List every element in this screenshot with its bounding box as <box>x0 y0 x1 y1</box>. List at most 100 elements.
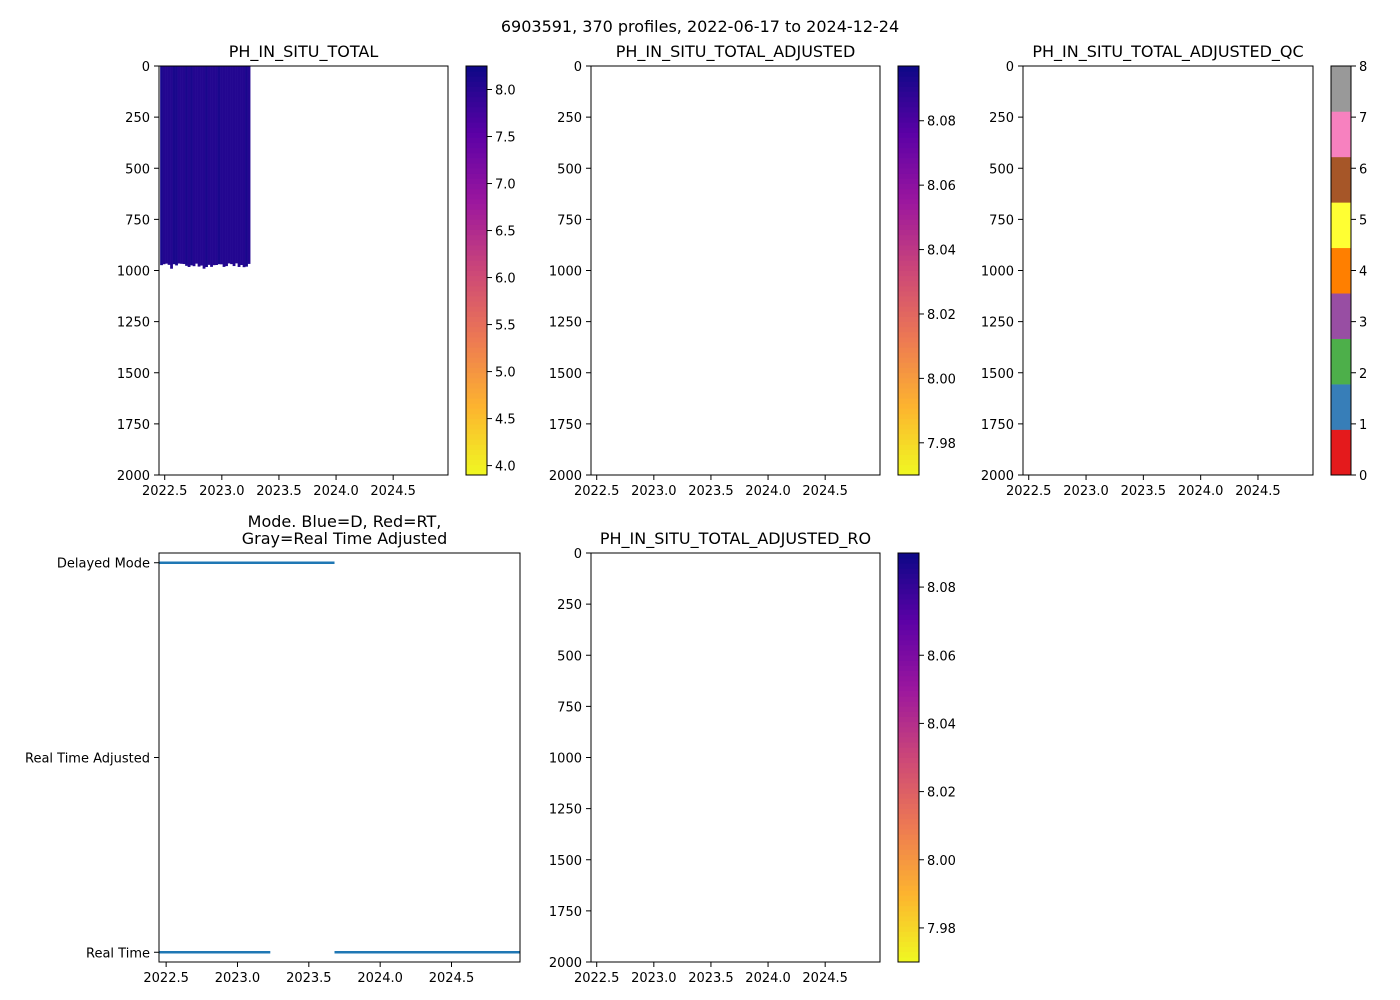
colorbar-gradient-step <box>898 844 919 850</box>
colorbar-tick-label: 7.98 <box>927 437 956 452</box>
colorbar-gradient-step <box>898 650 919 656</box>
colorbar-gradient-step <box>898 685 919 692</box>
colorbar-gradient-step <box>898 81 919 87</box>
y-tick-label: 2000 <box>117 469 150 484</box>
colorbar-gradient-step <box>466 112 487 118</box>
colorbar-gradient-step <box>898 742 919 748</box>
x-tick-label: 2024.0 <box>745 971 791 986</box>
colorbar-gradient-step <box>898 772 919 779</box>
colorbar-gradient-step <box>466 219 487 225</box>
y-tick-label: 750 <box>557 213 582 228</box>
y-tick-label: 500 <box>557 649 582 664</box>
y-tick-label: 1250 <box>549 803 582 818</box>
colorbar-gradient-step <box>898 444 919 450</box>
y-tick-label: 500 <box>557 162 582 177</box>
colorbar-gradient-step <box>898 691 919 697</box>
y-tick-label: 1000 <box>981 265 1014 280</box>
colorbar-gradient-step <box>898 696 919 702</box>
colorbar-gradient-step <box>898 834 919 840</box>
colorbar-gradient-step <box>898 895 919 902</box>
colorbar-gradient-step <box>898 398 919 404</box>
colorbar-gradient-step <box>898 280 919 287</box>
colorbar-frame <box>897 552 920 963</box>
colorbar-gradient-step <box>466 316 487 323</box>
heatmap-column <box>185 66 188 266</box>
y-tick-label: 1250 <box>117 316 150 331</box>
colorbar-gradient-step <box>466 367 487 374</box>
colorbar-gradient-step <box>466 296 487 302</box>
colorbar-gradient-step <box>466 439 487 445</box>
colorbar-tick-label: 4.5 <box>495 413 516 428</box>
heatmap-column <box>195 66 198 264</box>
colorbar-gradient-step <box>898 326 919 333</box>
colorbar-gradient-step <box>466 142 487 149</box>
colorbar-gradient-step <box>898 905 919 912</box>
colorbar-gradient-step <box>466 388 487 394</box>
y-tick-label: 1000 <box>549 752 582 767</box>
colorbar-gradient-step <box>466 229 487 236</box>
x-tick-label: 2023.0 <box>1063 484 1109 499</box>
colorbar-gradient-step <box>466 244 487 251</box>
colorbar-gradient-step <box>898 639 919 646</box>
heatmap-column <box>232 66 236 267</box>
colorbar-gradient-step <box>898 604 919 610</box>
colorbar-tick-label: 6.5 <box>495 225 516 240</box>
colorbar-gradient-step <box>898 900 919 907</box>
colorbar-gradient-step <box>898 270 919 277</box>
y-tick-label: 1750 <box>981 418 1014 433</box>
colorbar-gradient-step <box>466 311 487 317</box>
colorbar-gradient-step <box>898 752 919 758</box>
x-tick-label: 2024.0 <box>1178 484 1224 499</box>
colorbar-gradient-step <box>898 244 919 251</box>
colorbar-gradient-step <box>466 331 487 338</box>
colorbar-gradient-step <box>898 910 919 917</box>
colorbar-gradient-step <box>898 813 919 820</box>
colorbar-gradient-step <box>466 122 487 128</box>
colorbar-swatch <box>1331 156 1351 203</box>
heatmap-column <box>217 66 221 265</box>
colorbar-gradient-step <box>898 854 919 861</box>
colorbar-tick-label: 3 <box>1359 316 1367 331</box>
colorbar-gradient-step <box>898 71 919 77</box>
colorbar-gradient-step <box>898 757 919 764</box>
colorbar-gradient-step <box>466 393 487 399</box>
x-tick-label: 2023.5 <box>256 484 302 499</box>
colorbar-gradient-step <box>898 634 919 641</box>
x-tick-label: 2023.0 <box>199 484 245 499</box>
colorbar-gradient-step <box>898 660 919 666</box>
colorbar-gradient-step <box>898 599 919 605</box>
x-tick-label: 2022.5 <box>574 484 620 499</box>
colorbar-gradient-step <box>898 377 919 384</box>
colorbar-gradient-step <box>898 367 919 374</box>
colorbar-swatch <box>1331 384 1351 430</box>
colorbar-gradient-step <box>898 229 919 236</box>
colorbar-gradient-step <box>466 147 487 154</box>
colorbar-gradient-step <box>898 76 919 82</box>
colorbar-gradient-step <box>466 188 487 195</box>
colorbar-gradient-step <box>898 951 919 958</box>
colorbar-tick-label: 5.0 <box>495 366 516 381</box>
colorbar-gradient-step <box>898 178 919 184</box>
colorbar-swatch <box>1331 202 1351 249</box>
y-tick-label: 0 <box>574 547 582 562</box>
colorbar-gradient-step <box>898 321 919 328</box>
colorbar-gradient-step <box>466 106 487 113</box>
colorbar-gradient-step <box>466 326 487 333</box>
heatmap-column <box>187 66 191 267</box>
y-tick-label: 250 <box>125 111 150 126</box>
colorbar-gradient-step <box>898 875 919 881</box>
heatmap-column <box>177 66 181 264</box>
colorbar-gradient-step <box>898 849 919 856</box>
colorbar-gradient-step <box>898 336 919 343</box>
x-tick-label: 2024.0 <box>313 484 359 499</box>
colorbar-gradient-step <box>898 936 919 942</box>
colorbar-gradient-step <box>466 398 487 404</box>
colorbar-gradient-step <box>898 86 919 92</box>
colorbar-gradient-step <box>466 178 487 184</box>
colorbar-gradient-step <box>898 762 919 769</box>
colorbar-gradient-step <box>898 372 919 379</box>
colorbar-swatch <box>1331 247 1351 294</box>
y-tick-label: 250 <box>557 598 582 613</box>
heatmap-column <box>230 66 233 265</box>
x-tick-label: 2023.0 <box>215 971 261 986</box>
